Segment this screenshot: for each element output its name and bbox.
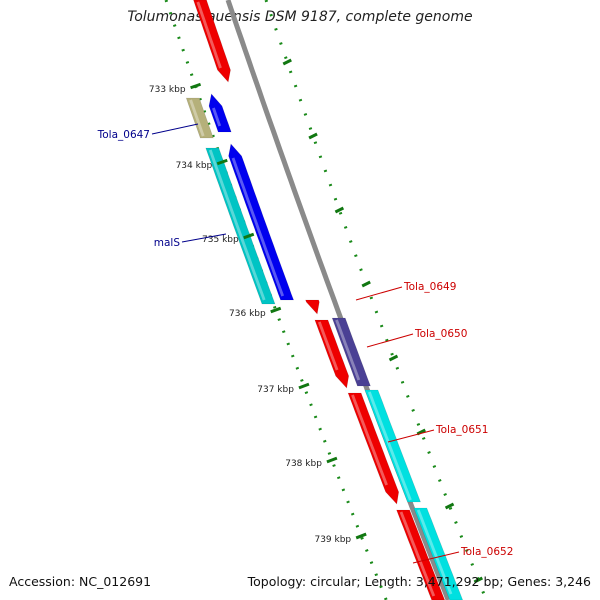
gene-feature-red-bottom (396, 509, 446, 600)
scale-ticks: 733 kbp 734 kbp 735 kbp 736 kbp 737 kbp 738 k… (149, 58, 484, 584)
gene-feature-tola-0651-highlight (367, 391, 412, 501)
gene-feature-red-top (193, 0, 231, 83)
gene-feature-blue-small-body (208, 93, 232, 133)
gene-feature-tola-0650-highlight (335, 319, 361, 381)
gene-feature-red-mid (314, 319, 350, 389)
gene-feature-mals-body (205, 147, 276, 305)
scale-tick-label: 736 kbp (229, 309, 266, 319)
gene-feature-tola-0649-body (305, 299, 320, 315)
scale-tick-mark (190, 82, 202, 90)
gene-feature-red-top-body (193, 0, 231, 83)
scale-tick-label: 737 kbp (257, 385, 294, 395)
accession-text: Accession: NC_012691 (9, 574, 152, 589)
outer-dotted-track-left (164, 0, 388, 600)
gene-feature-tola-0651-body (364, 389, 421, 503)
gene-feature-tola-0651 (364, 389, 421, 503)
gene-feature-red-long-body (347, 392, 400, 505)
gene-feature-mals-highlight (208, 149, 266, 301)
gene-feature-blue-long (228, 143, 295, 301)
feature-tracks (164, 0, 488, 600)
gene-feature-blue-small-highlight (212, 107, 222, 127)
leader-line (412, 551, 460, 564)
track-marker (388, 354, 399, 362)
leader-line (355, 286, 403, 301)
track-marker (361, 280, 371, 288)
gene-feature-tola-0647 (185, 97, 214, 139)
gene-feature-tola-0650 (331, 317, 371, 387)
scale-tick-mark (216, 158, 228, 166)
gene-feature-tola-0647-body (185, 97, 214, 139)
scale-tick-mark (298, 382, 310, 390)
gene-feature-tola-0652-body (413, 507, 464, 600)
scale-tick-label: 739 kbp (314, 535, 351, 545)
scale-tick-mark (326, 456, 338, 464)
track-marker (473, 576, 484, 584)
leader-line (151, 123, 199, 135)
leader-line (387, 429, 435, 443)
gene-feature-tola-0652-highlight (416, 509, 453, 595)
gene-feature-blue-long-highlight (231, 157, 285, 297)
track-marker (416, 428, 426, 436)
gene-feature-blue-small (208, 93, 232, 133)
gene-labels: Tola_0647 malS Tola_0649 Tola_0650 Tola_0651… (97, 123, 513, 564)
gene-feature-red-mid-body (314, 319, 350, 389)
gene-label-right: Tola_0650 (414, 328, 467, 340)
gene-feature-tola-0647-highlight (189, 99, 205, 137)
gene-feature-red-bottom-body (396, 509, 446, 600)
track-marker (334, 206, 345, 214)
gene-feature-red-top-highlight (196, 1, 222, 69)
gene-feature-red-long-highlight (351, 394, 388, 486)
track-marker (282, 58, 292, 66)
leader-line (366, 333, 414, 348)
scale-tick-mark (243, 232, 255, 240)
leader-line (181, 233, 227, 243)
scale-tick-label: 733 kbp (149, 85, 186, 95)
gene-label-right: Tola_0652 (460, 546, 513, 558)
scale-tick-label: 735 kbp (202, 235, 239, 245)
gene-label-right: Tola_0651 (435, 424, 488, 436)
gene-feature-mals (205, 147, 276, 305)
gene-feature-blue-long-body (228, 143, 295, 301)
scale-tick-mark (355, 532, 367, 540)
gene-feature-tola-0649 (305, 299, 320, 315)
gene-label-left: Tola_0647 (97, 129, 150, 141)
map-title: Tolumonas auensis DSM 9187, complete gen… (127, 9, 473, 25)
track-marker (444, 502, 455, 510)
gene-feature-tola-0650-body (331, 317, 371, 387)
scale-tick-label: 738 kbp (285, 459, 322, 469)
outer-dotted-track-right (264, 0, 488, 600)
gene-label-left: malS (154, 237, 181, 249)
gene-label-right: Tola_0649 (403, 281, 456, 293)
scale-tick-mark (270, 306, 282, 314)
gene-feature-red-long (347, 392, 400, 505)
gene-feature-tola-0652 (413, 507, 464, 600)
gene-feature-red-mid-highlight (317, 321, 339, 371)
gene-feature-red-bottom-highlight (399, 511, 436, 597)
topology-text: Topology: circular; Length: 3,471,292 bp… (247, 574, 591, 589)
scale-tick-label: 734 kbp (176, 161, 213, 171)
track-marker (308, 132, 318, 140)
